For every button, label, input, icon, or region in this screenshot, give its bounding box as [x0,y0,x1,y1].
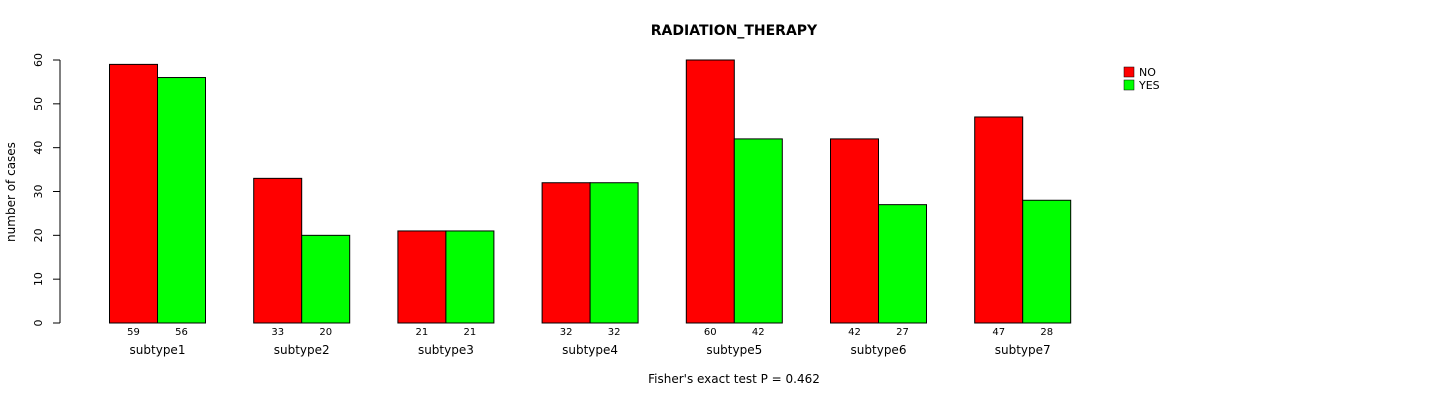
bar-yes-subtype2 [301,234,351,324]
bar-value-label: 20 [319,327,332,338]
footnote: Fisher's exact test P = 0.462 [648,372,820,386]
bar-no-subtype2 [253,177,303,324]
bar-value-label: 32 [608,327,621,338]
category-label: subtype6 [851,343,907,357]
bar-count-labels: 59 56 33 20 21 21 32 32 60 42 42 27 47 28 [127,327,1053,338]
bar-value-label: 27 [896,327,909,338]
bars [109,59,1072,324]
bar-yes-subtype4 [589,182,639,324]
bar-no-subtype3 [397,230,447,324]
bar-no-subtype4 [541,182,591,324]
bar-no-subtype1 [109,63,158,324]
bar-yes-subtype6 [878,204,927,324]
y-tick-label: 40 [32,141,45,155]
y-axis-ticks: 0 10 20 30 40 50 60 [32,53,60,327]
legend-label-yes: YES [1138,79,1160,92]
category-label: subtype3 [418,343,474,357]
legend-swatch-yes [1123,79,1135,91]
bar-no-subtype6 [830,138,879,324]
y-tick-label: 30 [32,185,45,199]
bar-value-label: 47 [992,327,1005,338]
bar-no-subtype5 [685,59,735,324]
bar-value-label: 21 [464,327,477,338]
bar-value-label: 42 [752,327,765,338]
bar-value-label: 59 [127,327,140,338]
category-labels: subtype1 subtype2 subtype3 subtype4 subtype5… [130,343,1051,357]
category-label: subtype5 [706,343,762,357]
bar-value-label: 60 [704,327,717,338]
chart-title: RADIATION_THERAPY [651,23,818,39]
y-tick-label: 50 [32,97,45,111]
bar-yes-subtype3 [445,230,495,324]
category-label: subtype2 [274,343,330,357]
y-tick-label: 0 [32,320,45,327]
y-tick-label: 60 [32,53,45,67]
category-label: subtype7 [995,343,1051,357]
bar-no-subtype7 [974,116,1024,324]
legend-label-no: NO [1139,66,1156,79]
bar-value-label: 56 [175,327,188,338]
category-label: subtype1 [130,343,186,357]
bar-yes-subtype5 [733,138,783,324]
y-tick-label: 10 [32,272,45,286]
bar-value-label: 28 [1040,327,1053,338]
y-tick-label: 20 [32,228,45,242]
category-label: subtype4 [562,343,618,357]
bar-value-label: 32 [560,327,573,338]
bar-value-label: 21 [416,327,429,338]
bar-yes-subtype7 [1022,199,1072,324]
legend-swatch-no [1123,66,1135,78]
y-axis-label: number of cases [4,142,18,242]
bar-value-label: 33 [271,327,284,338]
bar-yes-subtype1 [157,77,206,324]
bar-value-label: 42 [848,327,861,338]
